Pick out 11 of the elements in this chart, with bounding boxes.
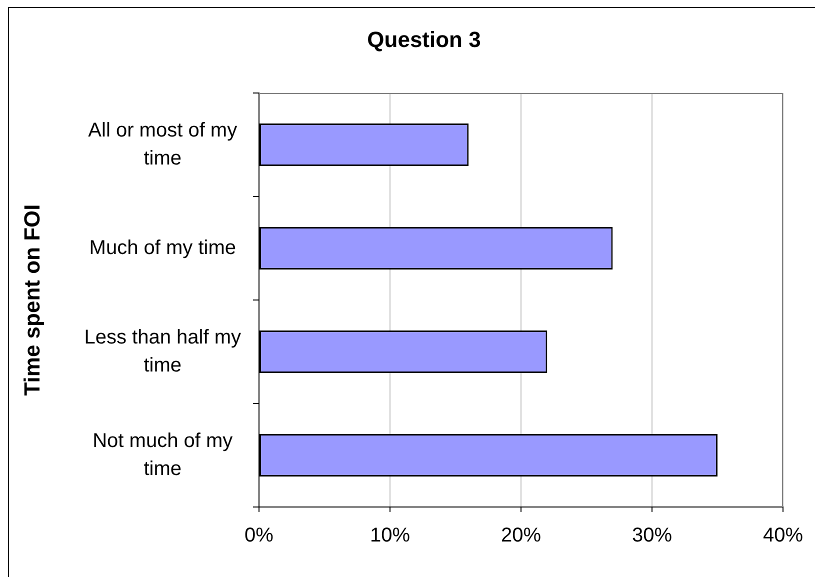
y-tick-label: Less than half my time: [84, 326, 241, 376]
x-tick-label: 40%: [762, 524, 804, 547]
y-axis-title: Time spent on FOI: [19, 204, 44, 396]
x-tick-label: 0%: [244, 524, 274, 547]
y-tick-label: All or most of my time: [88, 119, 238, 170]
y-tick-label: Much of my time: [89, 236, 236, 259]
x-tick-label: 30%: [632, 524, 672, 547]
y-tick-label: Not much of my time: [92, 430, 233, 480]
x-tick-label: 10%: [370, 524, 410, 547]
chart-title: Question 3: [366, 27, 482, 53]
x-tick-label: 20%: [500, 524, 542, 547]
